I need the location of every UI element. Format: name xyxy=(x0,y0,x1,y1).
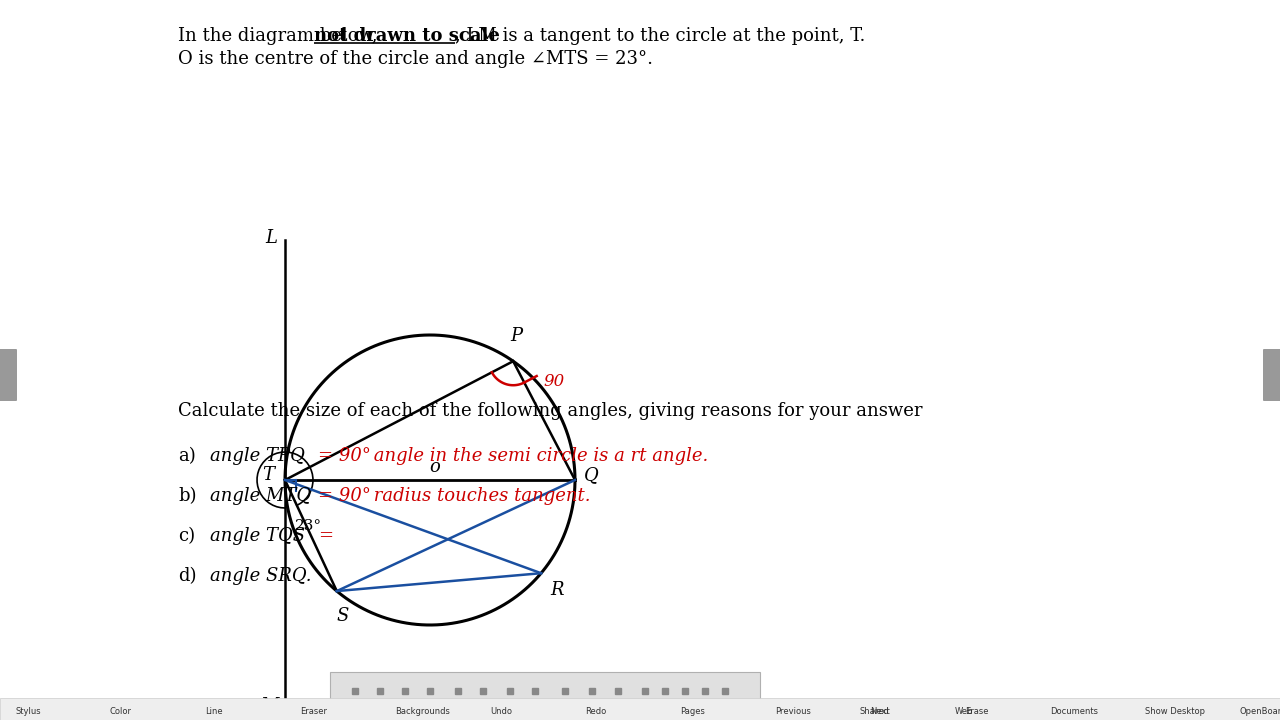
Text: angle TQS: angle TQS xyxy=(210,527,305,545)
Text: , LM is a tangent to the circle at the point, T.: , LM is a tangent to the circle at the p… xyxy=(454,27,865,45)
FancyBboxPatch shape xyxy=(1263,349,1280,401)
Text: In the diagram below,: In the diagram below, xyxy=(178,27,383,45)
FancyBboxPatch shape xyxy=(0,349,17,401)
Text: angle TPQ: angle TPQ xyxy=(210,447,305,465)
Text: OpenBoard: OpenBoard xyxy=(1240,708,1280,716)
Text: = 90°: = 90° xyxy=(317,447,371,465)
Text: Previous: Previous xyxy=(774,708,810,716)
Text: Shared: Shared xyxy=(860,708,890,716)
Text: d): d) xyxy=(178,567,197,585)
Text: Color: Color xyxy=(110,708,132,716)
Text: Backgrounds: Backgrounds xyxy=(396,708,449,716)
Text: c): c) xyxy=(178,527,195,545)
Text: Show Desktop: Show Desktop xyxy=(1146,708,1204,716)
Text: P: P xyxy=(511,327,522,345)
Text: angle in the semi circle is a rt angle.: angle in the semi circle is a rt angle. xyxy=(369,447,708,465)
Text: Erase: Erase xyxy=(965,708,988,716)
Text: Q: Q xyxy=(584,466,598,484)
Text: S: S xyxy=(337,607,349,625)
Text: Pages: Pages xyxy=(680,708,705,716)
Text: O is the centre of the circle and angle ∠MTS = 23°.: O is the centre of the circle and angle … xyxy=(178,50,653,68)
Text: Calculate the size of each of the following angles, giving reasons for your answ: Calculate the size of each of the follow… xyxy=(178,402,923,420)
Text: radius touches tangent.: radius touches tangent. xyxy=(369,487,590,505)
Text: angle MTQ: angle MTQ xyxy=(210,487,311,505)
Text: Next: Next xyxy=(870,708,890,716)
Text: o: o xyxy=(430,458,440,476)
Text: Eraser: Eraser xyxy=(300,708,326,716)
Text: Line: Line xyxy=(205,708,223,716)
Text: Web: Web xyxy=(955,708,973,716)
Text: = 90°: = 90° xyxy=(317,487,371,505)
Text: Stylus: Stylus xyxy=(15,708,41,716)
Text: M: M xyxy=(260,697,278,715)
Text: 23°: 23° xyxy=(294,519,323,533)
Text: Redo: Redo xyxy=(585,708,607,716)
Text: T: T xyxy=(262,466,274,484)
Text: Documents: Documents xyxy=(1050,708,1098,716)
Text: not drawn to scale: not drawn to scale xyxy=(315,27,500,45)
Text: R: R xyxy=(550,581,563,599)
Text: 90: 90 xyxy=(543,373,564,390)
Text: =: = xyxy=(317,527,333,545)
Bar xyxy=(0,698,1280,720)
Text: b): b) xyxy=(178,487,197,505)
Bar xyxy=(330,672,760,710)
Text: L: L xyxy=(265,229,276,247)
Text: a): a) xyxy=(178,447,196,465)
Text: angle SRQ.: angle SRQ. xyxy=(210,567,311,585)
Text: Undo: Undo xyxy=(490,708,512,716)
